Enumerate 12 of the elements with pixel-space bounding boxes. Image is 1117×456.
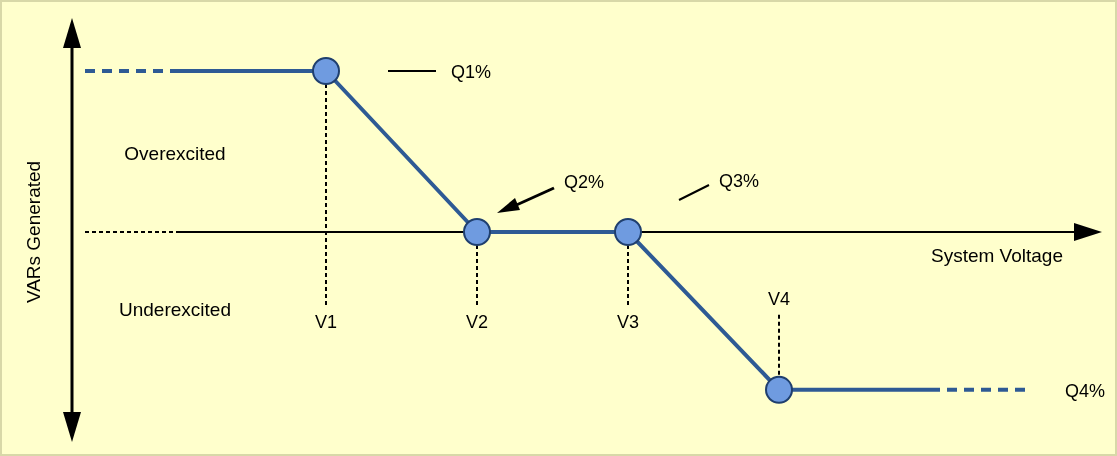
text: VARs Generated [23,160,44,304]
x-tick-label: V2 [465,312,489,332]
x-tick-label: V4 [767,288,791,309]
annotation: Overexcited [124,143,226,164]
annotation: Q3% [719,171,760,191]
x-tick-label: V3 [616,312,640,332]
annotation: Underexcited [119,299,231,320]
annotation: Q1% [451,62,492,82]
annotation: Q2% [564,172,605,192]
x-tick-label: V1 [314,312,338,332]
x-axis-title: System Voltage [930,245,1063,266]
annotation: Q4% [1065,380,1106,401]
